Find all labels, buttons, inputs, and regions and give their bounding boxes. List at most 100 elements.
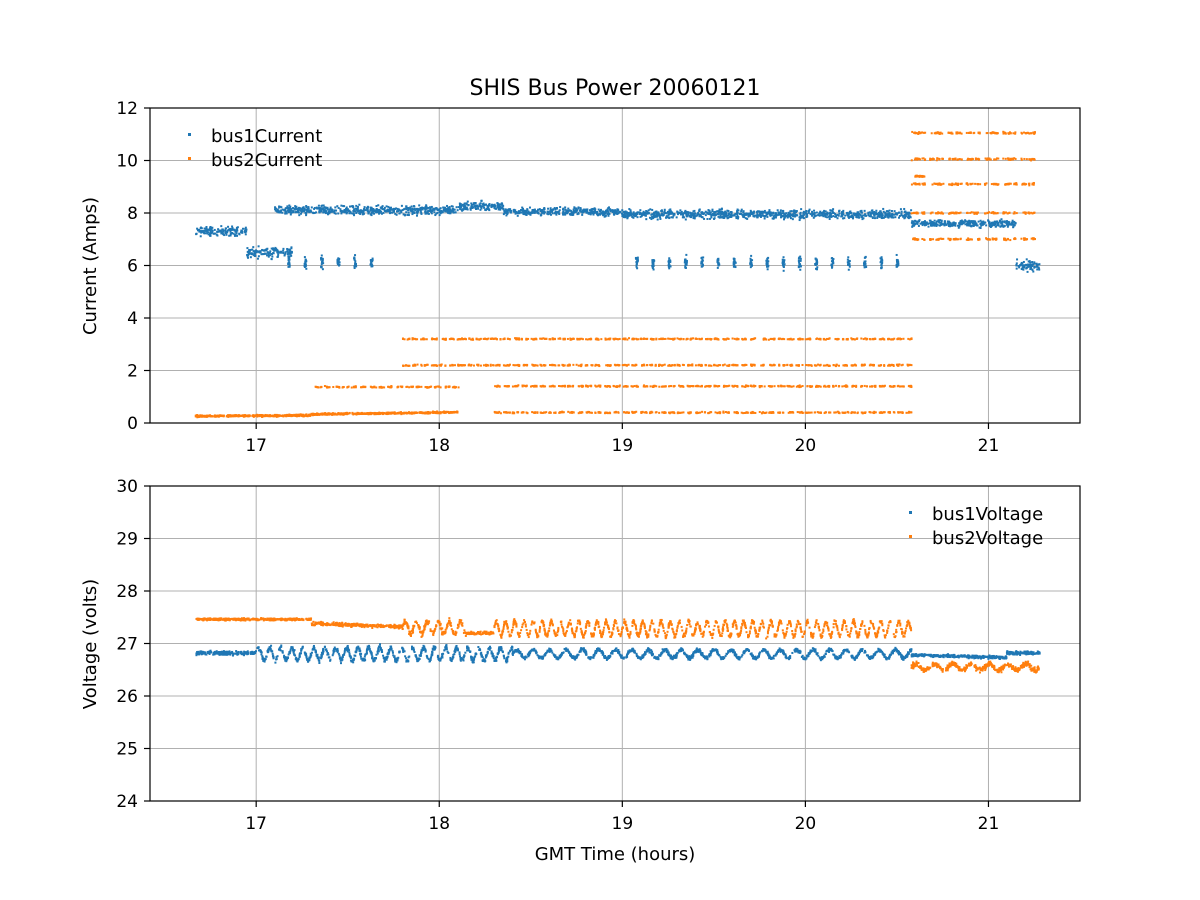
data-point: [221, 415, 224, 418]
data-point: [347, 210, 350, 213]
data-point: [241, 227, 244, 230]
data-point: [370, 260, 373, 263]
data-point: [946, 222, 949, 225]
data-point: [867, 214, 870, 217]
data-point: [336, 412, 339, 415]
data-point: [371, 412, 374, 415]
data-point: [879, 385, 882, 388]
data-point: [697, 411, 700, 414]
data-point: [314, 385, 317, 388]
data-point: [634, 363, 637, 366]
data-point: [599, 208, 602, 211]
data-point: [673, 412, 676, 415]
data-point: [749, 257, 752, 260]
data-point: [479, 208, 482, 211]
data-point: [758, 410, 761, 413]
data-point: [907, 385, 910, 388]
data-point: [407, 211, 410, 214]
data-point: [700, 261, 703, 264]
data-point: [348, 212, 351, 215]
data-point: [885, 210, 888, 213]
data-point: [797, 266, 800, 269]
data-point: [785, 212, 788, 215]
data-point: [249, 248, 252, 251]
data-point: [579, 207, 582, 210]
data-point: [407, 364, 410, 367]
data-point: [472, 206, 475, 209]
data-point: [841, 211, 844, 214]
data-point: [302, 414, 305, 417]
data-point: [461, 209, 464, 212]
data-point: [577, 212, 580, 215]
data-point: [768, 411, 771, 414]
data-point: [605, 364, 608, 367]
data-point: [742, 213, 745, 216]
data-point: [725, 385, 728, 388]
data-point: [868, 410, 871, 413]
data-point: [287, 255, 290, 258]
data-point: [1028, 260, 1031, 263]
data-point: [873, 384, 876, 387]
data-point: [724, 411, 727, 414]
data-point: [200, 230, 203, 233]
data-point: [1015, 264, 1018, 267]
data-point: [1005, 220, 1008, 223]
data-point: [600, 212, 603, 215]
data-point: [652, 259, 655, 262]
data-point: [562, 364, 565, 367]
data-point: [845, 384, 848, 387]
data-point: [321, 259, 324, 262]
data-point: [717, 215, 720, 218]
data-point: [219, 230, 222, 233]
data-point: [387, 205, 390, 208]
data-point: [596, 385, 599, 388]
data-point: [599, 213, 602, 216]
data-point: [532, 211, 535, 214]
data-point: [606, 208, 609, 211]
data-point: [353, 267, 356, 270]
data-point: [246, 247, 249, 250]
data-point: [571, 411, 574, 414]
data-point: [717, 213, 720, 216]
data-point: [264, 415, 267, 418]
data-point: [723, 385, 726, 388]
data-point: [823, 209, 826, 212]
data-point: [432, 364, 435, 367]
data-point: [383, 209, 386, 212]
data-point: [342, 385, 345, 388]
data-point: [826, 211, 829, 214]
data-point: [411, 213, 414, 216]
data-point: [251, 252, 254, 255]
data-point: [651, 213, 654, 216]
data-point: [431, 338, 434, 341]
data-point: [887, 212, 890, 215]
data-point: [198, 229, 201, 232]
data-point: [943, 224, 946, 227]
data-point: [364, 385, 367, 388]
data-point: [444, 338, 447, 341]
data-point: [720, 207, 723, 210]
data-point: [388, 209, 391, 212]
data-point: [337, 385, 340, 388]
data-point: [402, 208, 405, 211]
data-point: [833, 411, 836, 414]
data-point: [888, 212, 891, 215]
data-point: [348, 205, 351, 208]
data-point: [640, 411, 643, 414]
data-point: [494, 205, 497, 208]
data-point: [594, 208, 597, 211]
data-point: [211, 226, 214, 229]
data-point: [290, 414, 293, 417]
data-point: [315, 211, 318, 214]
data-point: [943, 220, 946, 223]
data-point: [470, 205, 473, 208]
data-point: [280, 250, 283, 253]
data-point: [930, 221, 933, 224]
data-point: [806, 385, 809, 388]
data-point: [1025, 258, 1028, 261]
data-point: [486, 205, 489, 208]
data-point: [893, 385, 896, 388]
data-point: [952, 224, 955, 227]
data-point: [752, 212, 755, 215]
data-point: [894, 213, 897, 216]
